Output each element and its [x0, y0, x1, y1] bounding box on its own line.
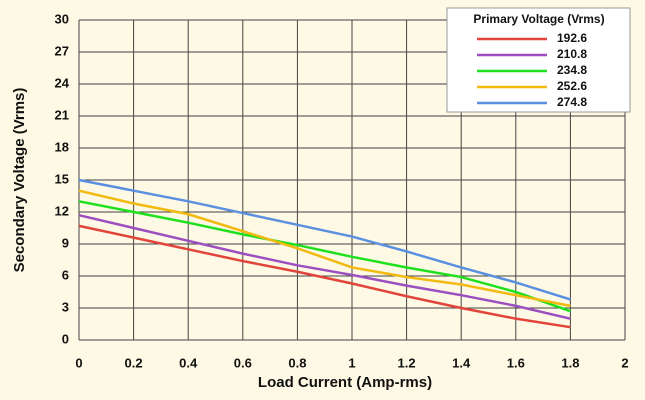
y-tick-label: 6 — [62, 267, 69, 282]
x-tick-label: 1.6 — [507, 355, 525, 370]
x-axis-label: Load Current (Amp-rms) — [258, 374, 432, 391]
legend-label: 234.8 — [557, 63, 587, 77]
x-tick-label: 0.8 — [288, 355, 306, 370]
y-tick-label: 3 — [62, 299, 69, 314]
legend-label: 252.6 — [557, 79, 587, 93]
x-tick-label: 1 — [348, 355, 355, 370]
y-tick-label: 0 — [62, 331, 69, 346]
series-line — [78, 189, 571, 308]
x-tick-label: 1.8 — [561, 355, 579, 370]
x-tick-label: 0.6 — [234, 355, 252, 370]
x-tick-label: 0 — [75, 355, 82, 370]
y-tick-label: 15 — [55, 171, 69, 186]
series-line — [78, 200, 571, 313]
y-tick-label: 12 — [55, 203, 69, 218]
legend-box — [446, 7, 631, 113]
series-line — [78, 213, 571, 320]
series-line — [78, 224, 571, 329]
series-line — [78, 178, 571, 301]
y-tick-label: 9 — [62, 235, 69, 250]
legend-label: 274.8 — [557, 95, 587, 109]
x-tick-label: 1.4 — [452, 355, 471, 370]
y-tick-label: 24 — [55, 75, 70, 90]
legend-label: 210.8 — [557, 47, 587, 61]
y-tick-label: 30 — [55, 11, 69, 26]
x-tick-label: 2 — [621, 355, 628, 370]
x-tick-label: 0.2 — [125, 355, 143, 370]
y-tick-label: 27 — [55, 43, 69, 58]
legend-title: Primary Voltage (Vrms) — [473, 12, 604, 26]
x-tick-label: 0.4 — [179, 355, 198, 370]
y-tick-label: 18 — [55, 139, 69, 154]
x-tick-label: 1.2 — [398, 355, 416, 370]
y-axis-label: Secondary Voltage (Vrms) — [11, 88, 28, 273]
legend-label: 192.6 — [557, 31, 587, 45]
y-tick-label: 21 — [55, 107, 69, 122]
